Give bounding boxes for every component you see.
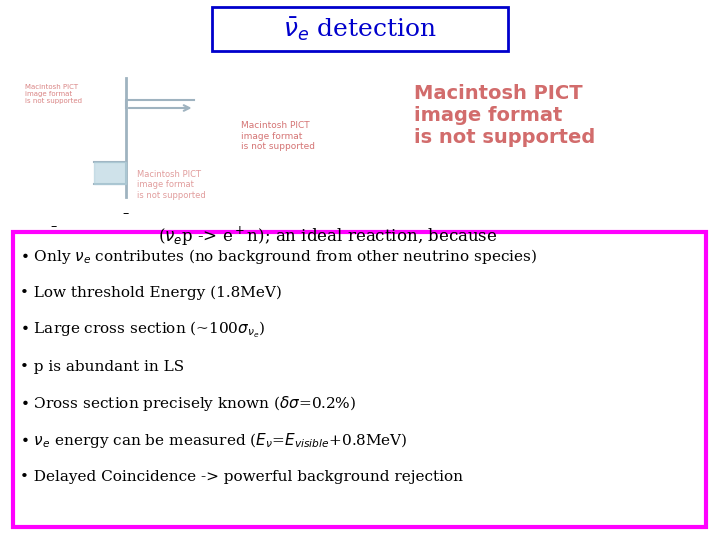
Bar (13, 232, 706, 526)
Text: • Low threshold Energy (1.8MeV): • Low threshold Energy (1.8MeV) (20, 286, 282, 300)
Text: ($\nu_e$p -> e$^+$n); an ideal reaction, because: ($\nu_e$p -> e$^+$n); an ideal reaction,… (158, 225, 498, 248)
Text: Macintosh PICT
image format
is not supported: Macintosh PICT image format is not suppo… (137, 170, 205, 200)
Text: Macintosh PICT
image format
is not supported: Macintosh PICT image format is not suppo… (241, 122, 315, 151)
Text: • $\nu_e$ energy can be measured ($E_{\nu}$=$E_{visible}$+0.8MeV): • $\nu_e$ energy can be measured ($E_{\n… (20, 430, 408, 450)
Bar (212, 7, 508, 51)
Text: –: – (51, 220, 57, 233)
Text: • Ɔross section precisely known ($\delta\sigma$=0.2%): • Ɔross section precisely known ($\delta… (20, 394, 356, 413)
Text: Macintosh PICT
image format
is not supported: Macintosh PICT image format is not suppo… (25, 84, 82, 104)
Text: • p is abundant in LS: • p is abundant in LS (20, 360, 184, 374)
Text: • Large cross section (~100$\sigma_{\nu_e}$): • Large cross section (~100$\sigma_{\nu_… (20, 320, 266, 340)
Polygon shape (94, 162, 126, 184)
Text: $\bar{\nu}_e$ detection: $\bar{\nu}_e$ detection (283, 16, 437, 43)
Text: • Delayed Coincidence -> powerful background rejection: • Delayed Coincidence -> powerful backgr… (20, 470, 463, 484)
Text: –: – (123, 207, 129, 220)
Text: • Only $\nu_e$ contributes (no background from other neutrino species): • Only $\nu_e$ contributes (no backgroun… (20, 247, 537, 266)
Text: Macintosh PICT
image format
is not supported: Macintosh PICT image format is not suppo… (414, 84, 595, 147)
